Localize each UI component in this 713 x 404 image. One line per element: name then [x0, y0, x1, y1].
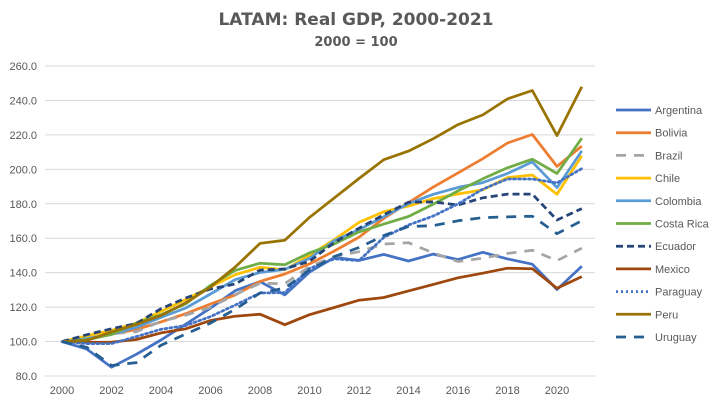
legend-label: Costa Rica — [655, 219, 710, 231]
legend-label: Argentina — [655, 105, 703, 117]
x-axis-ticks: 2000 2002 2004 2006 2008 2010 2012 2014 2016 2018… — [50, 385, 569, 397]
legend-item-costa-rica: Costa Rica — [616, 219, 710, 231]
legend-item-colombia: Colombia — [616, 196, 702, 208]
legend-label: Uruguay — [655, 332, 697, 344]
series-line-mexico — [61, 266, 583, 344]
y-tick-label: 220.0 — [9, 130, 37, 142]
x-tick-label: 2014 — [396, 385, 420, 397]
legend-label: Peru — [655, 309, 678, 321]
legend-item-ecuador: Ecuador — [616, 241, 696, 253]
y-tick-label: 200.0 — [9, 164, 37, 176]
x-tick-label: 2018 — [495, 385, 519, 397]
legend-label: Brazil — [655, 150, 683, 162]
y-tick-label: 140.0 — [9, 268, 37, 280]
gridlines — [45, 65, 595, 377]
legend-item-brazil: Brazil — [616, 150, 683, 162]
series-line-peru — [61, 86, 584, 343]
series-line-ecuador — [61, 192, 583, 343]
x-tick-label: 2020 — [545, 385, 569, 397]
series-line-uruguay — [61, 214, 583, 367]
legend-item-peru: Peru — [616, 309, 678, 321]
x-tick-label: 2010 — [297, 385, 321, 397]
y-tick-label: 160.0 — [9, 233, 37, 245]
legend-item-uruguay: Uruguay — [616, 332, 697, 344]
x-tick-label: 2008 — [248, 385, 272, 397]
x-tick-label: 2006 — [198, 385, 222, 397]
y-axis-ticks: 80.0 100.0 120.0 140.0 160.0 180.0 200.0 220.0 2… — [9, 61, 37, 383]
x-tick-label: 2004 — [149, 385, 173, 397]
legend-label: Mexico — [655, 264, 690, 276]
x-tick-label: 2016 — [446, 385, 470, 397]
y-tick-label: 80.0 — [16, 371, 37, 383]
y-tick-label: 240.0 — [9, 95, 37, 107]
legend-item-mexico: Mexico — [616, 264, 690, 276]
legend-label: Colombia — [655, 196, 702, 208]
series-line-brazil — [61, 241, 583, 343]
legend-item-argentina: Argentina — [616, 105, 703, 117]
x-tick-label: 2012 — [347, 385, 371, 397]
series-lines — [60, 86, 584, 369]
series-line-bolivia — [61, 133, 583, 343]
y-tick-label: 100.0 — [9, 337, 37, 349]
legend-label: Paraguay — [655, 287, 703, 299]
y-tick-label: 260.0 — [9, 61, 37, 73]
legend-item-chile: Chile — [616, 173, 680, 185]
y-tick-label: 180.0 — [9, 199, 37, 211]
chart-title: LATAM: Real GDP, 2000-2021 — [218, 10, 493, 30]
y-tick-label: 120.0 — [9, 302, 37, 314]
chart-subtitle: 2000 = 100 — [314, 35, 397, 50]
legend: Argentina Bolivia Brazil Chile Colombia Costa… — [616, 105, 710, 344]
x-tick-label: 2000 — [50, 385, 74, 397]
legend-item-bolivia: Bolivia — [616, 128, 688, 140]
legend-label: Ecuador — [655, 241, 696, 253]
legend-label: Chile — [655, 173, 680, 185]
legend-item-paraguay: Paraguay — [616, 287, 703, 299]
legend-label: Bolivia — [655, 128, 688, 140]
x-tick-label: 2002 — [99, 385, 123, 397]
